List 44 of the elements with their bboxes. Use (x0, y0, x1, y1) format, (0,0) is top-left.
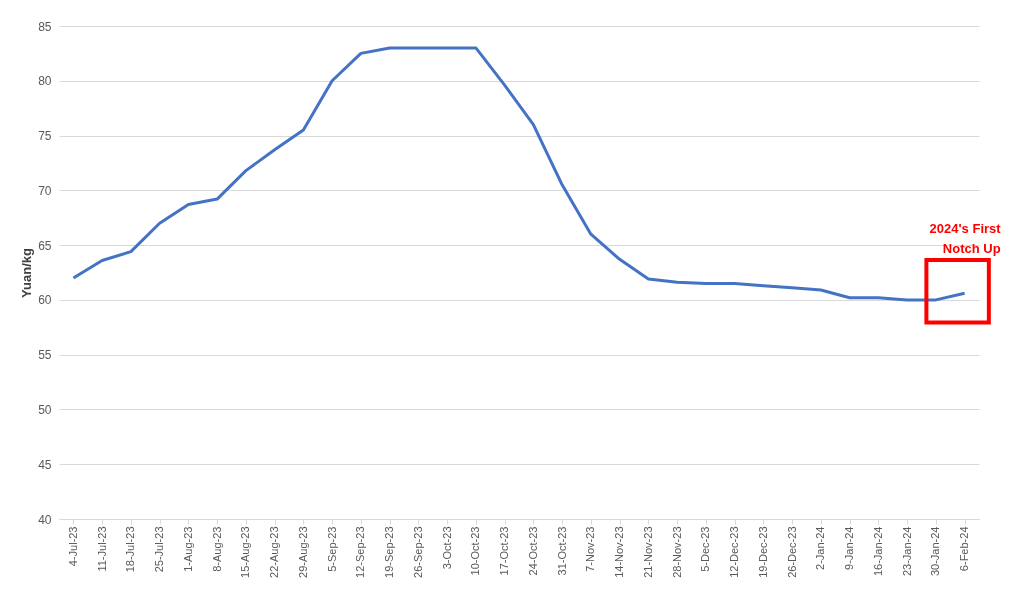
y-tick-label: 70 (38, 183, 52, 198)
x-tick-label: 24-Oct-23 (526, 526, 539, 576)
x-tick-label: 18-Jul-23 (124, 526, 137, 573)
x-tick-label: 16-Jan-24 (871, 526, 884, 577)
x-tick-label: 8-Aug-23 (210, 526, 223, 572)
x-tick-label: 26-Dec-23 (785, 526, 798, 578)
x-tick-label: 15-Aug-23 (239, 526, 252, 578)
x-tick-label: 7-Nov-23 (584, 526, 597, 572)
y-tick-label: 40 (38, 512, 52, 527)
x-tick-label: 9-Jan-24 (843, 526, 856, 570)
x-tick-label: 2-Jan-24 (814, 526, 827, 570)
x-tick-label: 12-Dec-23 (728, 526, 741, 578)
x-tick-label: 10-Oct-23 (469, 526, 482, 576)
y-tick-label: 65 (38, 238, 52, 253)
x-tick-label: 6-Feb-24 (958, 526, 971, 572)
y-tick-label: 60 (38, 293, 52, 308)
x-tick-label: 17-Oct-23 (498, 526, 511, 576)
x-tick-label: 11-Jul-23 (95, 526, 108, 572)
x-tick-label: 5-Sep-23 (325, 526, 338, 572)
x-tick-label: 25-Jul-23 (153, 526, 166, 573)
x-tick-label: 29-Aug-23 (296, 526, 309, 578)
y-tick-label: 80 (38, 74, 52, 89)
x-tick-label: 5-Dec-23 (699, 526, 712, 572)
x-tick-label: 26-Sep-23 (411, 526, 424, 578)
y-axis-title: Yuan/kg (19, 248, 35, 298)
y-tick-label: 50 (38, 402, 52, 417)
x-tick-label: 1-Aug-23 (181, 526, 194, 572)
x-tick-label: 4-Jul-23 (66, 526, 79, 567)
annotation: 2024's First Notch Up (929, 221, 1002, 257)
y-tick-label: 75 (38, 129, 52, 144)
y-tick-label: 85 (38, 19, 52, 34)
x-tick-label: 28-Nov-23 (670, 526, 683, 578)
x-tick-label: 3-Oct-23 (440, 526, 453, 570)
y-tick-label: 55 (38, 348, 52, 363)
x-tick-label: 22-Aug-23 (268, 526, 281, 578)
x-tick-label: 19-Sep-23 (383, 526, 396, 578)
y-tick-label: 45 (38, 457, 52, 472)
x-tick-label: 21-Nov-23 (641, 526, 654, 578)
x-tick-label: 30-Jan-24 (929, 526, 942, 577)
x-tick-label: 19-Dec-23 (756, 526, 769, 578)
x-tick-label: 14-Nov-23 (613, 526, 626, 578)
x-tick-label: 31-Oct-23 (555, 526, 568, 576)
x-tick-label: 23-Jan-24 (900, 526, 913, 577)
x-tick-label: 12-Sep-23 (354, 526, 367, 578)
